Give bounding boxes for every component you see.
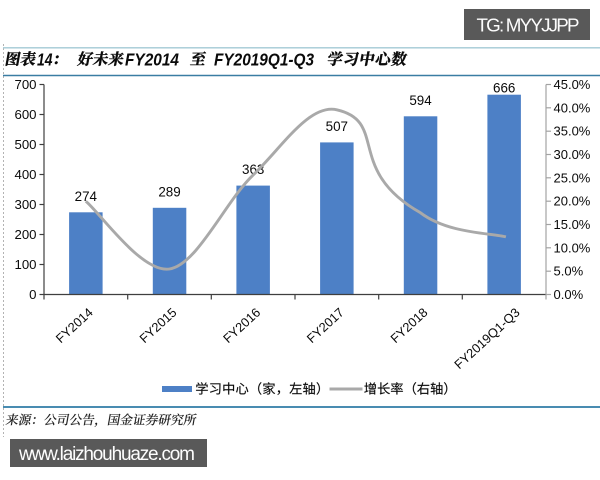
svg-text:600: 600 <box>14 107 36 122</box>
svg-text:594: 594 <box>409 93 432 108</box>
svg-text:FY2017: FY2017 <box>304 305 347 346</box>
svg-text:FY2019Q1-Q3: FY2019Q1-Q3 <box>214 49 314 69</box>
svg-text:www.laizhouhuaze.com: www.laizhouhuaze.com <box>18 444 195 465</box>
svg-text:500: 500 <box>14 137 36 152</box>
svg-text:FY2015: FY2015 <box>136 305 179 346</box>
svg-text:FY2018: FY2018 <box>387 305 430 346</box>
svg-text:TG: MYYJJPP: TG: MYYJJPP <box>477 14 580 35</box>
svg-text:20.0%: 20.0% <box>554 194 591 209</box>
svg-text:15.0%: 15.0% <box>554 217 591 232</box>
svg-text:100: 100 <box>14 257 36 272</box>
svg-text:274: 274 <box>75 189 98 204</box>
svg-text:FY2019Q1-Q3: FY2019Q1-Q3 <box>451 305 523 372</box>
svg-text:400: 400 <box>14 167 36 182</box>
svg-text:10.0%: 10.0% <box>554 240 591 255</box>
svg-text:40.0%: 40.0% <box>554 100 591 115</box>
svg-text:700: 700 <box>14 77 36 92</box>
svg-text:45.0%: 45.0% <box>554 77 591 92</box>
svg-text:507: 507 <box>326 119 348 134</box>
svg-text:0: 0 <box>29 287 36 302</box>
svg-text:289: 289 <box>158 184 180 199</box>
svg-text:666: 666 <box>493 81 515 96</box>
svg-text:0.0%: 0.0% <box>554 287 584 302</box>
svg-text:25.0%: 25.0% <box>554 170 591 185</box>
svg-text:FY2016: FY2016 <box>220 305 263 346</box>
svg-text:35.0%: 35.0% <box>554 124 591 139</box>
svg-text:5.0%: 5.0% <box>554 264 584 279</box>
svg-text:30.0%: 30.0% <box>554 147 591 162</box>
svg-text:FY2014: FY2014 <box>53 305 96 346</box>
svg-text:300: 300 <box>14 197 36 212</box>
svg-text:14: 14 <box>37 49 53 69</box>
svg-text:FY2014: FY2014 <box>125 49 179 69</box>
svg-text:200: 200 <box>14 227 36 242</box>
svg-text:363: 363 <box>242 162 264 177</box>
